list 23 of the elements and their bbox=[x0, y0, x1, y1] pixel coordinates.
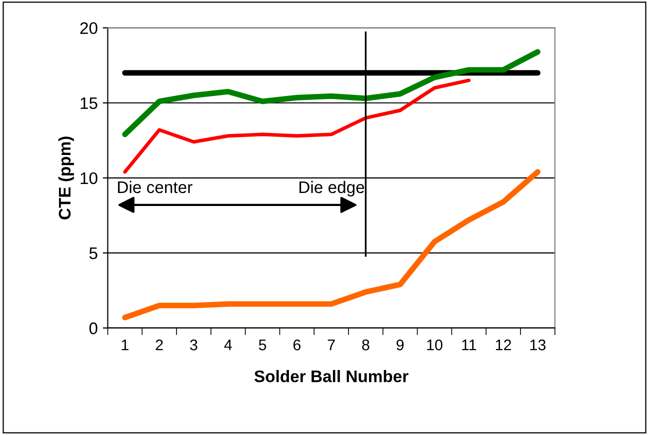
x-tick-label: 10 bbox=[427, 340, 442, 350]
x-tick-label: 5 bbox=[258, 340, 266, 350]
x-tick-label: 1 bbox=[122, 340, 128, 350]
x-tick-label: 3 bbox=[190, 340, 198, 350]
x-tick-label: 4 bbox=[224, 340, 232, 350]
x-tick-label: 13 bbox=[530, 340, 546, 350]
y-tick-label: 5 bbox=[89, 248, 98, 260]
x-tick-label: 12 bbox=[496, 340, 512, 350]
annotation: Die center bbox=[118, 180, 192, 194]
y-tick-label: 0 bbox=[89, 322, 98, 334]
y-tick-label: 20 bbox=[80, 22, 98, 34]
x-tick-label: 8 bbox=[362, 340, 370, 350]
x-tick-label: 7 bbox=[328, 340, 335, 350]
line-series bbox=[123, 78, 471, 174]
x-tick-label: 11 bbox=[462, 340, 476, 350]
y-tick-label: 10 bbox=[80, 172, 98, 184]
y-axis-title: CTE (ppm) bbox=[58, 136, 74, 220]
annotation: Die edge bbox=[300, 180, 364, 196]
x-tick-label: 9 bbox=[396, 340, 404, 350]
x-axis-title: Solder Ball Number bbox=[254, 370, 408, 382]
x-tick-label: 2 bbox=[156, 340, 163, 350]
y-tick-label: 15 bbox=[80, 97, 98, 110]
x-tick-label: 6 bbox=[293, 340, 300, 350]
